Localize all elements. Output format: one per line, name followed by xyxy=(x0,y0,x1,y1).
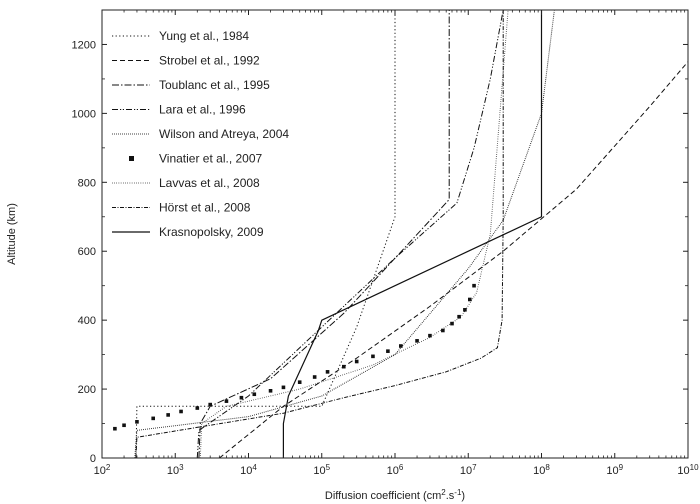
legend: Yung et al., 1984 Strobel et al., 1992 Tou… xyxy=(112,29,289,239)
x-tick-label: 104 xyxy=(240,463,257,478)
data-point xyxy=(252,392,257,397)
data-point xyxy=(342,364,346,369)
data-point xyxy=(428,333,432,338)
x-tick-label: 107 xyxy=(460,463,477,478)
series-line-9 xyxy=(282,10,543,458)
legend-label: Wilson and Atreya, 2004 xyxy=(159,127,289,141)
data-point xyxy=(268,389,273,393)
x-tick-label: 105 xyxy=(313,463,330,478)
legend-label: Lavvas et al., 2008 xyxy=(159,176,260,190)
legend-label: Yung et al., 1984 xyxy=(159,29,249,43)
legend-item: Toublanc et al., 1995 xyxy=(112,78,270,92)
data-point xyxy=(166,413,170,417)
legend-item: Strobel et al., 1992 xyxy=(112,54,260,68)
legend-item: Yung et al., 1984 xyxy=(112,29,249,43)
legend-item: Krasnopolsky, 2009 xyxy=(112,225,264,239)
data-point xyxy=(224,399,229,403)
x-tick-label: 109 xyxy=(606,463,623,478)
legend-label: Hörst et al., 2008 xyxy=(159,201,251,215)
data-point xyxy=(208,402,212,407)
series-line-2 xyxy=(219,61,688,458)
legend-item: Lavvas et al., 2008 xyxy=(112,176,260,190)
series-line-7 xyxy=(199,10,509,458)
data-point xyxy=(297,380,302,384)
data-point xyxy=(135,420,139,424)
legend-label: Vinatier et al., 2007 xyxy=(159,152,263,166)
data-point xyxy=(113,426,117,431)
y-tick-label: 0 xyxy=(90,453,96,465)
data-point xyxy=(195,406,200,410)
x-axis: 102 103 104 105 106 107 108 109 1010 xyxy=(94,10,699,477)
legend-item: Lara et al., 1996 xyxy=(112,103,246,117)
data-point xyxy=(457,314,461,319)
x-tick-label: 1010 xyxy=(677,463,699,478)
series-line-4 xyxy=(196,10,504,458)
data-point xyxy=(151,416,155,421)
x-tick-label: 102 xyxy=(94,463,111,478)
data-point xyxy=(179,409,183,414)
x-tick-label: 103 xyxy=(167,463,184,478)
x-axis-label: Diffusion coefficient (cm2.s-1) xyxy=(325,488,465,503)
legend-label: Krasnopolsky, 2009 xyxy=(159,225,264,239)
series-vinatier-markers xyxy=(113,283,476,431)
data-point xyxy=(325,370,330,374)
legend-item: Wilson and Atreya, 2004 xyxy=(112,127,289,141)
data-point xyxy=(371,354,375,359)
y-tick-label: 800 xyxy=(78,177,96,189)
data-point xyxy=(415,339,419,343)
data-point xyxy=(122,423,126,428)
data-point xyxy=(386,349,390,353)
data-point xyxy=(463,308,467,312)
x-tick-label: 108 xyxy=(533,463,550,478)
data-point xyxy=(354,359,359,364)
plot-series xyxy=(113,10,688,458)
legend-label: Toublanc et al., 1995 xyxy=(159,78,270,92)
y-tick-label: 1000 xyxy=(72,108,96,120)
data-point xyxy=(281,385,286,390)
y-tick-label: 200 xyxy=(78,384,96,396)
data-point xyxy=(472,283,476,288)
y-tick-label: 600 xyxy=(78,246,96,258)
legend-item: Vinatier et al., 2007 xyxy=(129,152,263,166)
series-line-5 xyxy=(134,10,555,458)
legend-label: Lara et al., 1996 xyxy=(159,103,246,117)
data-point xyxy=(468,297,472,302)
data-point xyxy=(441,328,445,333)
series-line-3 xyxy=(198,10,450,458)
y-tick-label: 1200 xyxy=(72,39,96,51)
data-point xyxy=(239,395,244,400)
data-point xyxy=(399,344,403,348)
legend-item: Hörst et al., 2008 xyxy=(112,201,251,215)
y-tick-label: 400 xyxy=(78,315,96,327)
legend-label: Strobel et al., 1992 xyxy=(159,54,260,68)
legend-marker xyxy=(129,156,134,161)
x-tick-label: 106 xyxy=(387,463,404,478)
y-axis: 0 200 400 600 800 1000 1200 xyxy=(72,39,688,465)
y-axis-label: Altitude (km) xyxy=(6,203,18,265)
data-point xyxy=(312,375,317,379)
data-point xyxy=(450,321,454,326)
series-line-8 xyxy=(135,10,504,458)
